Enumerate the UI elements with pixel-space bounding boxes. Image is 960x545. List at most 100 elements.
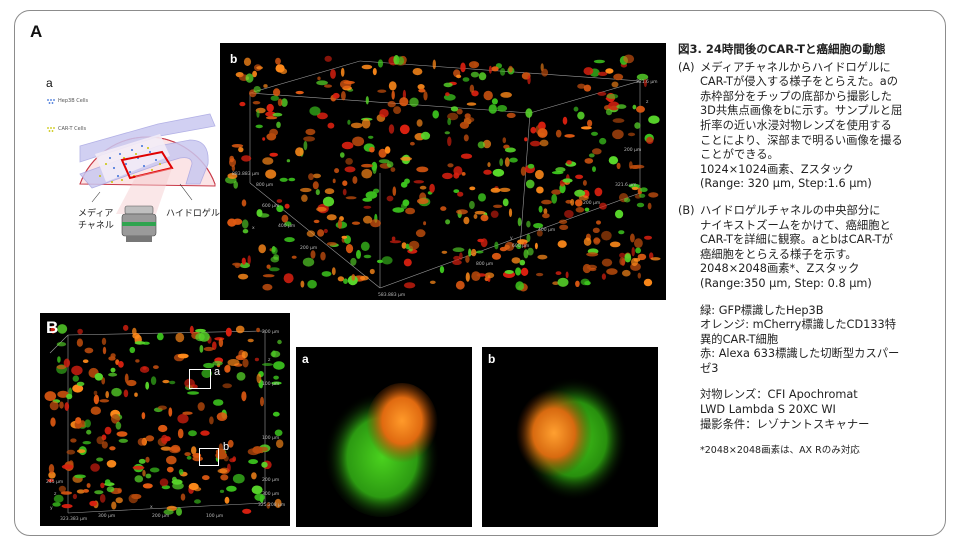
cell-blob — [509, 157, 518, 163]
cell-blob — [324, 55, 332, 62]
cell-blob — [627, 132, 636, 137]
cell-blob — [460, 62, 466, 73]
cell-blob — [256, 110, 260, 118]
cell-blob — [61, 504, 73, 509]
cell-blob — [515, 267, 522, 276]
caption-column: 図3. 24時間後のCAR-Tと癌細胞の動態 (A) メディアチャネルからハイド… — [678, 42, 938, 459]
cell-blob — [312, 181, 319, 190]
cell-blob — [93, 394, 100, 405]
cell-blob — [601, 230, 612, 241]
cell-blob — [59, 401, 64, 409]
cell-blob — [265, 116, 278, 120]
cell-blob — [647, 202, 652, 210]
cell-blob — [478, 72, 487, 81]
cell-blob — [583, 84, 592, 92]
A-lines-line: 3D共焦点画像をbに示す。サンプルと屈 — [700, 104, 903, 118]
cell-blob — [248, 459, 258, 465]
cell-blob — [502, 137, 507, 144]
cell-blob — [601, 273, 606, 280]
cell-blob — [135, 359, 140, 363]
roi-box-b — [199, 448, 219, 466]
cell-blob — [592, 166, 596, 172]
cell-blob — [110, 367, 116, 373]
cell-blob — [445, 219, 451, 225]
cell-blob — [361, 64, 373, 70]
cell-blob — [536, 186, 544, 194]
cell-blob — [259, 446, 268, 452]
cell-blob — [588, 153, 595, 158]
panel-a-letter: A — [30, 22, 43, 41]
cell-blob — [252, 70, 257, 78]
cell-blob — [108, 372, 118, 377]
cell-blob — [194, 499, 201, 504]
cell-blob — [592, 148, 602, 155]
cell-blob — [361, 168, 373, 179]
cell-blob — [536, 230, 543, 237]
caption-item-a: (A) メディアチャネルからハイドロゲルに CAR-Tが侵入する様子をとらえた。a… — [678, 61, 938, 192]
cell-blob — [273, 375, 279, 380]
cell-blob — [276, 121, 281, 128]
cell-blob — [313, 219, 320, 224]
cell-blob — [209, 416, 214, 425]
cell-blob — [616, 162, 621, 170]
cell-blob — [247, 338, 254, 343]
cell-blob — [192, 456, 203, 462]
cell-blob — [471, 271, 481, 281]
cell-blob — [447, 118, 452, 126]
cell-blob — [200, 430, 210, 436]
axis-tick-label: x — [150, 505, 153, 510]
cell-blob — [134, 341, 146, 345]
cell-blob — [644, 235, 652, 240]
cell-blob — [52, 502, 61, 507]
cell-blob — [369, 268, 375, 275]
cell-blob — [418, 88, 426, 93]
cell-blob — [251, 485, 263, 495]
cell-blob — [56, 342, 67, 347]
cell-blob — [213, 399, 224, 406]
cell-blob — [241, 391, 247, 402]
cell-blob — [593, 238, 601, 244]
media-channel-label-2: チャネル — [78, 221, 114, 231]
A-lines-line: ことができる。 — [700, 148, 779, 162]
cell-blob — [187, 391, 200, 395]
cell-blob — [149, 467, 160, 473]
cell-blob — [469, 186, 476, 191]
legend-cart: CAR-T Cells — [58, 126, 87, 132]
cell-blob — [312, 173, 321, 179]
cell-blob — [241, 219, 249, 229]
cell-blob — [452, 247, 465, 252]
cell-blob — [305, 128, 316, 136]
cell-blob — [517, 217, 522, 227]
cell-blob — [478, 193, 486, 202]
cell-blob — [469, 84, 475, 93]
cell-blob — [352, 136, 365, 147]
axis-tick-label: 100 μm — [262, 382, 280, 387]
axis-tick-label: y — [50, 506, 53, 511]
A-lines-line: ことにより、深部まで明るい画像を撮る — [700, 133, 903, 147]
cell-blob — [145, 456, 150, 463]
cell-blob — [145, 473, 152, 479]
cell-blob — [189, 325, 194, 334]
cell-blob — [272, 112, 283, 117]
cell-blob — [516, 243, 522, 250]
roi-box-a-label: a — [214, 366, 221, 378]
cell-blob — [178, 469, 184, 475]
cell-blob — [410, 141, 415, 146]
cell-blob — [93, 390, 98, 396]
cell-blob — [166, 455, 177, 465]
cell-blob — [291, 255, 297, 259]
cell-blob — [301, 194, 308, 202]
cell-blob — [48, 471, 56, 479]
cell-blob — [453, 172, 460, 179]
media-channel-label-1: メディア — [78, 209, 114, 219]
cell-blob — [266, 133, 277, 141]
cell-blob — [284, 221, 292, 227]
cell-blob — [82, 441, 92, 445]
cell-blob — [252, 446, 263, 454]
cell-blob — [634, 122, 641, 129]
caption-title: 図3. 24時間後のCAR-Tと癌細胞の動態 — [678, 42, 886, 56]
cell-blob — [158, 424, 168, 433]
cell-blob — [270, 95, 279, 101]
cell-blob — [303, 136, 315, 142]
cell-blob — [606, 268, 618, 275]
